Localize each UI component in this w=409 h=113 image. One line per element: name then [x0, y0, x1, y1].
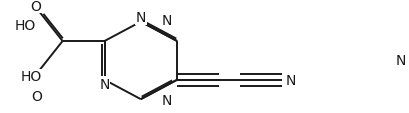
Text: N: N [136, 11, 146, 25]
Text: O: O [31, 89, 42, 103]
Text: N: N [161, 14, 172, 28]
Text: HO: HO [15, 18, 36, 32]
Text: N: N [161, 94, 172, 107]
Text: O: O [30, 0, 41, 14]
Text: N: N [396, 54, 406, 68]
Text: HO: HO [21, 70, 42, 84]
Text: N: N [286, 73, 297, 87]
Text: N: N [99, 77, 110, 91]
